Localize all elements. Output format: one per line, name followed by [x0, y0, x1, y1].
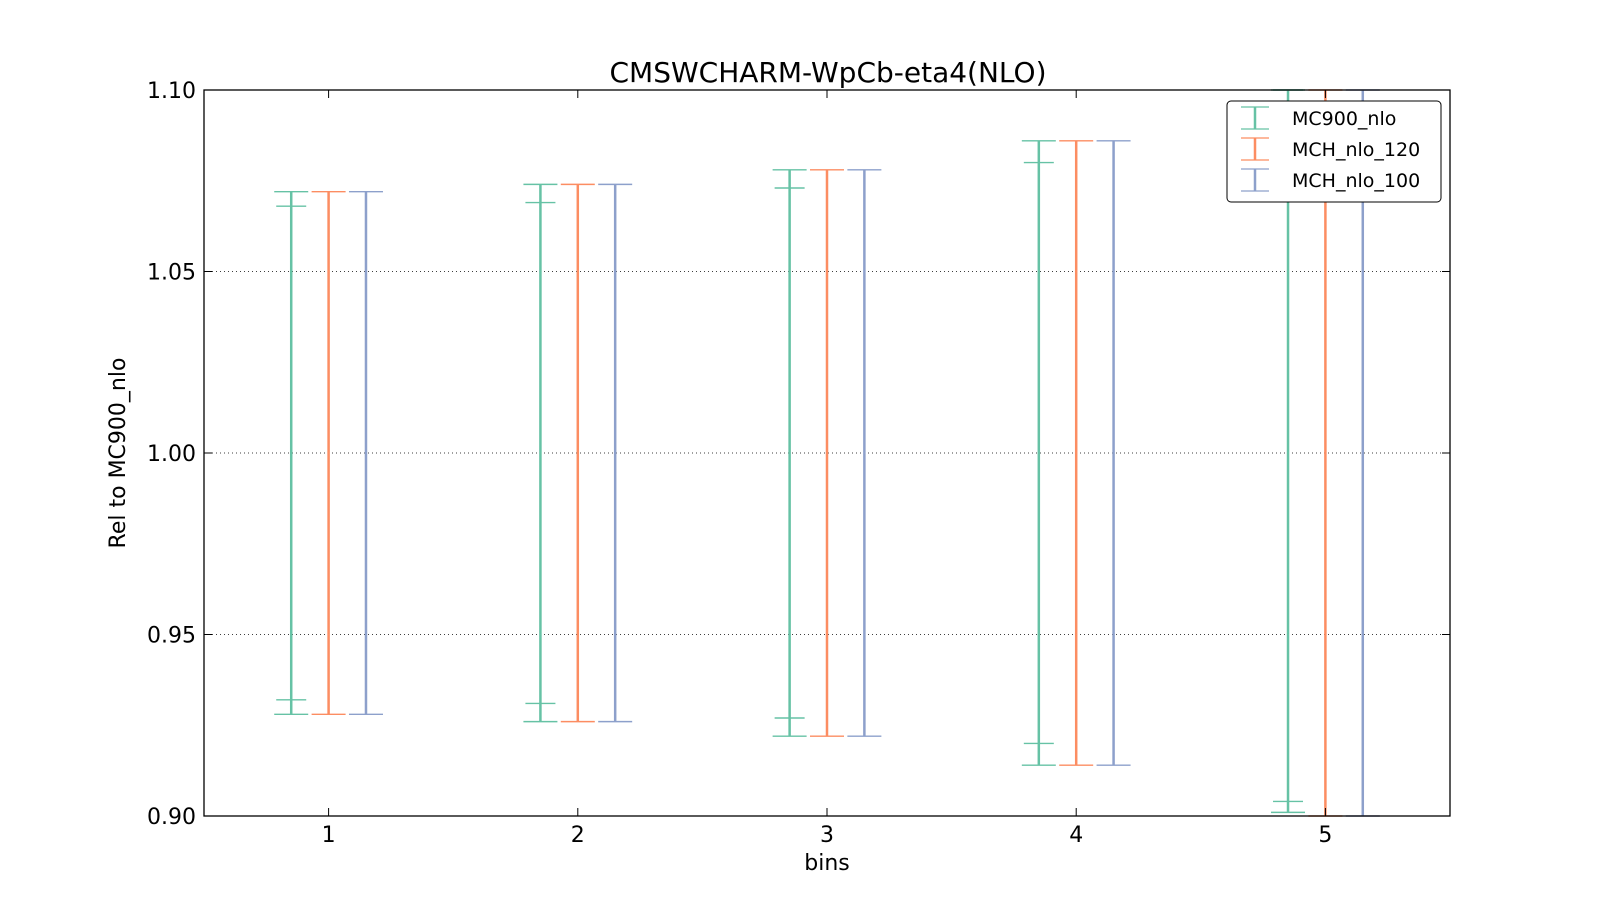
- axis-ticks: 0.90 0.95 1.00 1.05 1.10 1 2 3 4 5: [147, 79, 1450, 848]
- y-tick-label: 1.00: [147, 442, 196, 467]
- chart-title: CMSWCHARM-WpCb-eta4(NLO): [609, 56, 1046, 89]
- legend-entry-MCH_nlo_100: MCH_nlo_100: [1241, 168, 1420, 192]
- errorbar-MCH_nlo_120-bin-4: [1059, 140, 1094, 766]
- legend-label: MC900_nlo: [1292, 108, 1396, 130]
- y-tick-label: 0.95: [147, 624, 196, 649]
- errorbar-MCH_nlo_100-bin-4: [1096, 140, 1131, 766]
- errorbar-MCH_nlo_100-bin-1: [348, 190, 383, 716]
- x-tick-label: 1: [322, 823, 336, 848]
- errorbar-MC900_nlo-bin-4: [1021, 140, 1056, 766]
- errorbar-MCH_nlo_100-bin-3: [847, 169, 882, 737]
- y-tick-label: 0.90: [147, 805, 196, 830]
- x-tick-label: 3: [820, 823, 834, 848]
- legend: MC900_nlo MCH_nlo_120 MCH_nlo_100: [1226, 100, 1442, 203]
- y-tick-label: 1.05: [147, 261, 196, 286]
- y-tick-label: 1.10: [147, 79, 196, 104]
- errorbar-MCH_nlo_120-bin-2: [560, 183, 595, 723]
- x-tick-label: 2: [571, 823, 585, 848]
- legend-entry-MCH_nlo_120: MCH_nlo_120: [1241, 137, 1420, 161]
- x-tick-label: 4: [1069, 823, 1083, 848]
- legend-label: MCH_nlo_100: [1292, 170, 1420, 192]
- x-axis-label: bins: [804, 851, 849, 876]
- errorbar-MCH_nlo_120-bin-1: [311, 190, 346, 716]
- errorbar-MC900_nlo-bin-1: [274, 190, 309, 716]
- legend-label: MCH_nlo_120: [1292, 139, 1420, 161]
- errorbar-MC900_nlo-bin-3: [772, 169, 807, 737]
- legend-entry-MC900_nlo: MC900_nlo: [1241, 106, 1396, 130]
- errorbar-MCH_nlo_120-bin-3: [810, 169, 844, 737]
- y-axis-label: Rel to MC900_nlo: [106, 358, 131, 549]
- errorbar-MC900_nlo-bin-2: [523, 183, 558, 723]
- legend-box: [1226, 100, 1442, 203]
- x-tick-label: 5: [1318, 823, 1332, 848]
- errorbar-MCH_nlo_100-bin-2: [598, 183, 633, 723]
